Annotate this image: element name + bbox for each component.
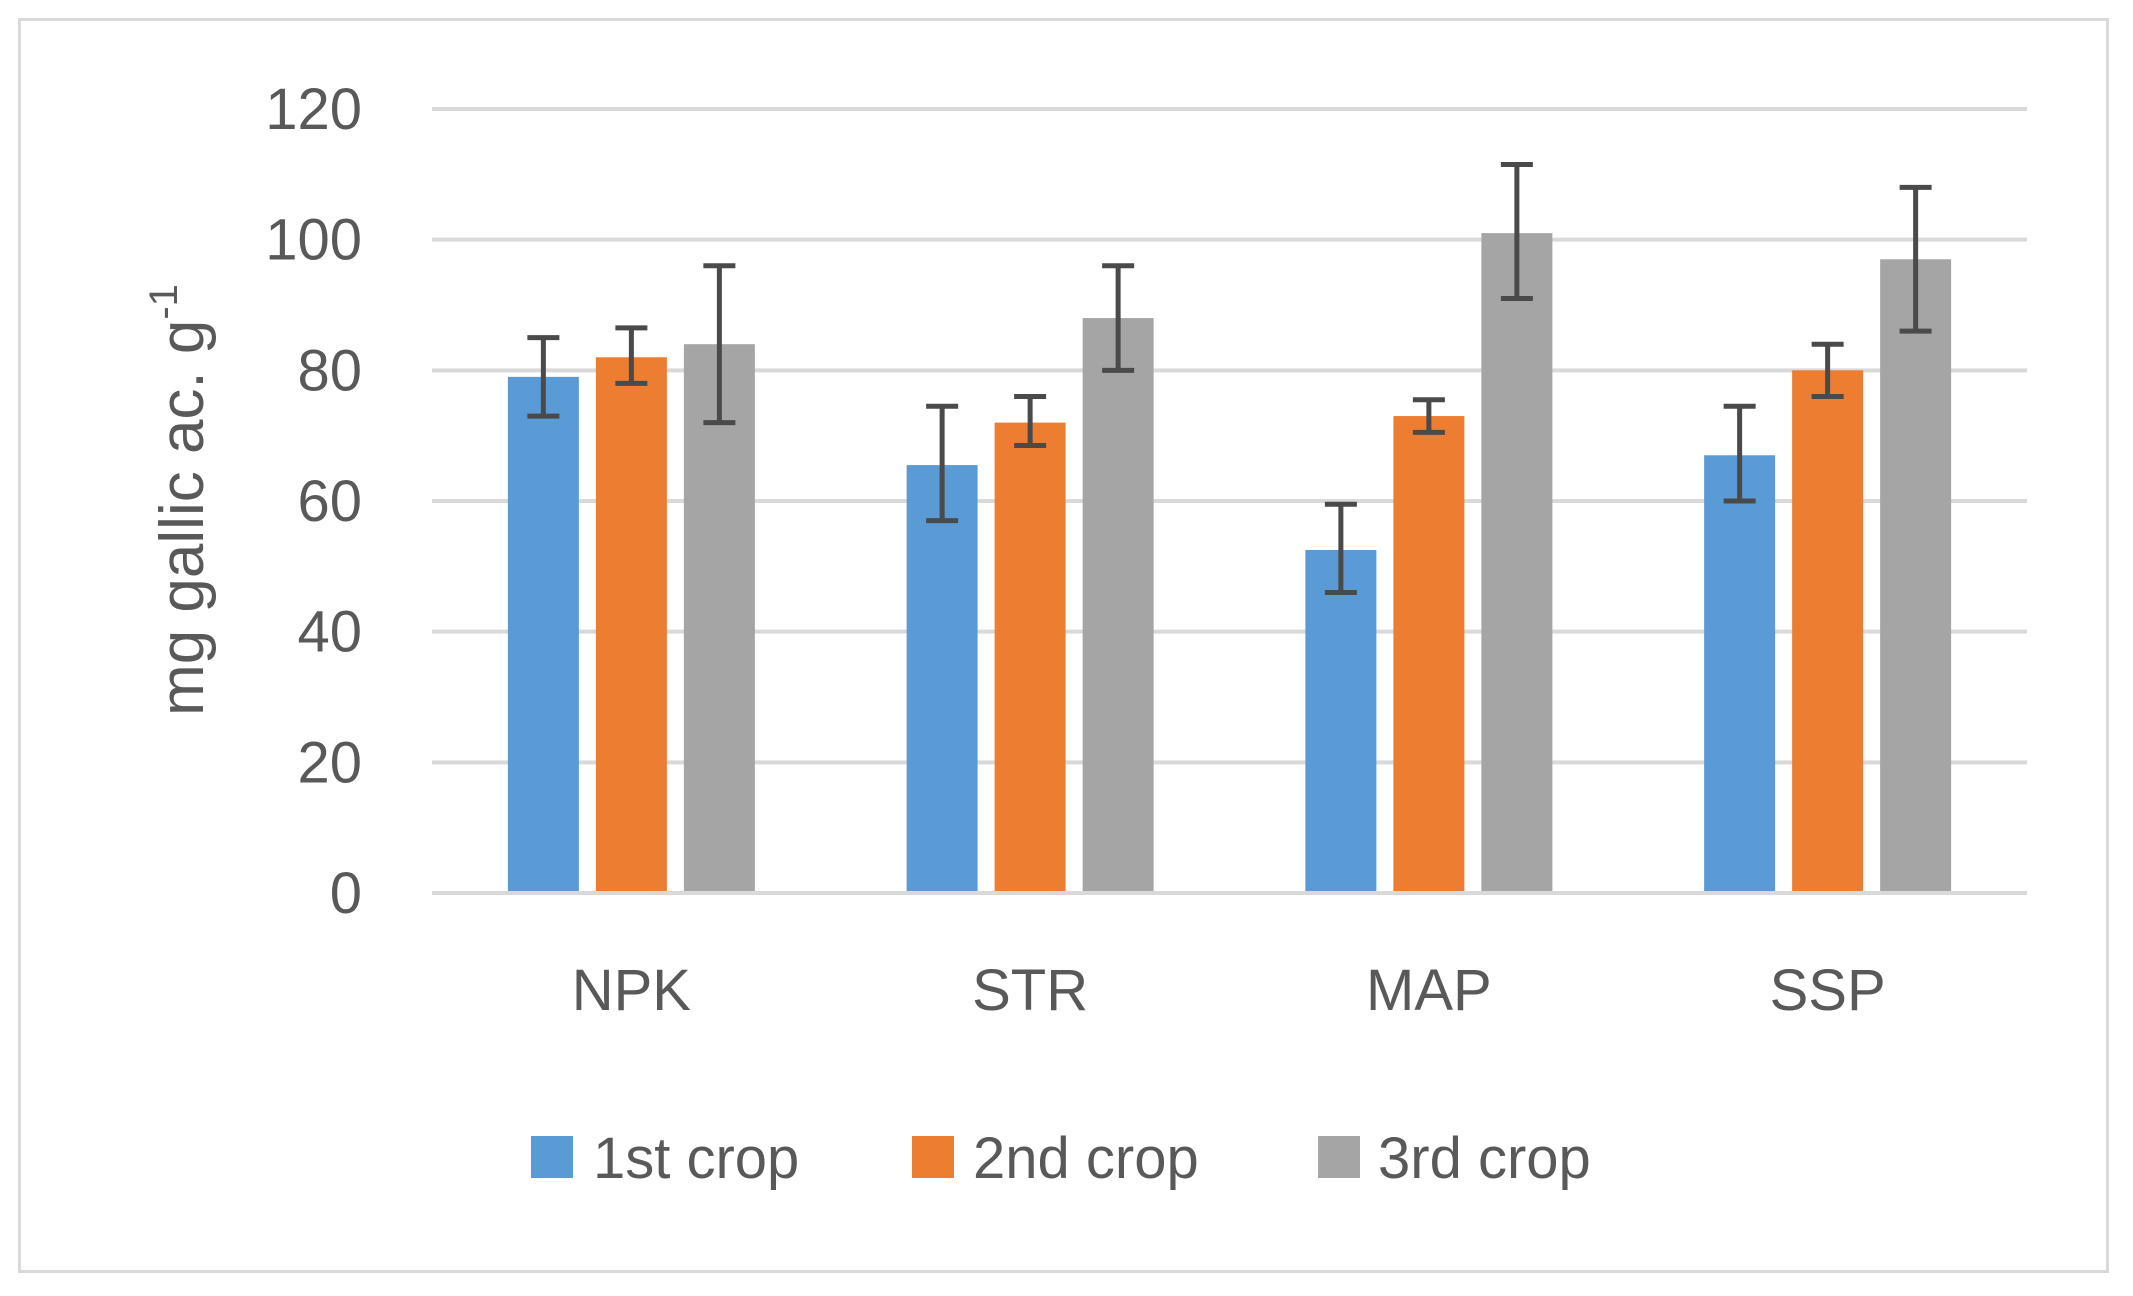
x-tick-label-map: MAP [1366,958,1492,1023]
bar-map-series-1 [1305,550,1377,893]
bar-str-series-3 [1082,318,1154,894]
bars [507,233,1952,894]
bar-str-series-2 [994,422,1066,893]
y-tick-label: 40 [297,600,362,665]
x-tick-label-npk: NPK [572,958,692,1023]
bar-str-series-1 [906,465,978,893]
x-tick-label-ssp: SSP [1770,958,1886,1023]
y-tick-label: 0 [330,861,362,926]
bar-ssp-series-3 [1880,259,1952,893]
y-tick-label: 100 [265,208,362,273]
bar-ssp-series-1 [1704,455,1776,893]
gridlines [432,107,2027,895]
legend: 1st crop 2nd crop 3rd crop [531,1126,1591,1191]
legend-label-series-1: 1st crop [593,1126,799,1191]
y-axis-title-text: mg gallic ac. g [148,320,217,716]
y-axis-title: mg gallic ac. g-1 [142,284,217,716]
y-axis-ticks: 0 20 40 60 80 100 120 [265,77,362,926]
legend-label-series-2: 2nd crop [973,1126,1199,1191]
legend-swatch-series-3 [1318,1136,1360,1178]
y-axis-title-superscript: -1 [142,284,186,320]
bar-map-series-3 [1481,233,1553,894]
bar-npk-series-3 [683,344,755,893]
y-tick-label: 120 [265,77,362,142]
bar-npk-series-2 [595,357,667,893]
bar-npk-series-1 [507,376,579,893]
bar-ssp-series-2 [1792,370,1864,893]
bar-map-series-2 [1393,416,1465,893]
x-axis-categories: NPK STR MAP SSP [572,958,1886,1023]
error-bars [432,162,2027,895]
y-tick-label: 20 [297,730,362,795]
legend-swatch-series-2 [912,1136,954,1178]
y-tick-label: 80 [297,338,362,403]
y-tick-label: 60 [297,469,362,534]
legend-swatch-series-1 [531,1136,573,1178]
legend-label-series-3: 3rd crop [1378,1126,1591,1191]
x-tick-label-str: STR [972,958,1088,1023]
